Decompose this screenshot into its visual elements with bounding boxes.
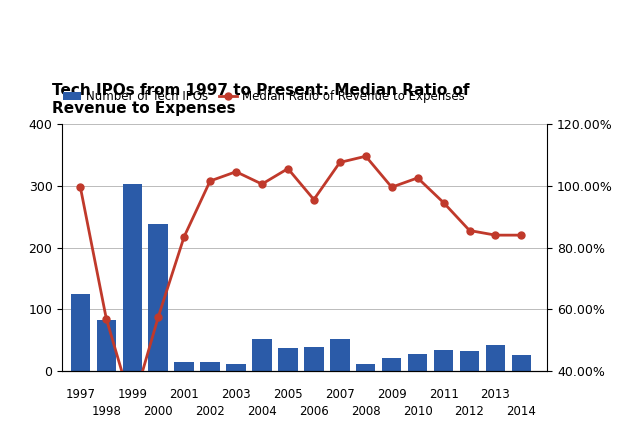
- Bar: [253, 339, 272, 371]
- Legend: Number of Tech IPOs, Median Ratio of Revenue to Expenses: Number of Tech IPOs, Median Ratio of Rev…: [58, 85, 470, 107]
- Text: 2000: 2000: [144, 404, 173, 418]
- Text: Tech IPOs from 1997 to Present: Median Ratio of
Revenue to Expenses: Tech IPOs from 1997 to Present: Median R…: [52, 83, 470, 116]
- Text: 2001: 2001: [169, 388, 199, 401]
- Text: 2007: 2007: [325, 388, 355, 401]
- Bar: [71, 294, 90, 371]
- Bar: [356, 364, 376, 371]
- Text: 2006: 2006: [299, 404, 329, 418]
- Text: 1998: 1998: [91, 404, 121, 418]
- Text: 2002: 2002: [195, 404, 225, 418]
- Text: 2008: 2008: [351, 404, 381, 418]
- Bar: [330, 339, 350, 371]
- Text: 2003: 2003: [221, 388, 251, 401]
- Text: 1997: 1997: [65, 388, 95, 401]
- Bar: [486, 345, 505, 371]
- Text: 2012: 2012: [455, 404, 485, 418]
- Text: 2004: 2004: [247, 404, 277, 418]
- Text: 2005: 2005: [273, 388, 303, 401]
- Bar: [200, 362, 220, 371]
- Text: 2011: 2011: [429, 388, 458, 401]
- Bar: [512, 354, 531, 371]
- Text: 2013: 2013: [481, 388, 510, 401]
- Bar: [460, 351, 480, 371]
- Bar: [304, 347, 323, 371]
- Bar: [226, 364, 246, 371]
- Text: 2014: 2014: [506, 404, 536, 418]
- Bar: [174, 362, 194, 371]
- Bar: [382, 358, 401, 371]
- Bar: [149, 224, 168, 371]
- Text: 2009: 2009: [377, 388, 407, 401]
- Bar: [434, 350, 453, 371]
- Bar: [278, 348, 298, 371]
- Bar: [96, 320, 116, 371]
- Bar: [408, 354, 427, 371]
- Bar: [123, 184, 142, 371]
- Text: 1999: 1999: [118, 388, 147, 401]
- Text: 2010: 2010: [403, 404, 432, 418]
